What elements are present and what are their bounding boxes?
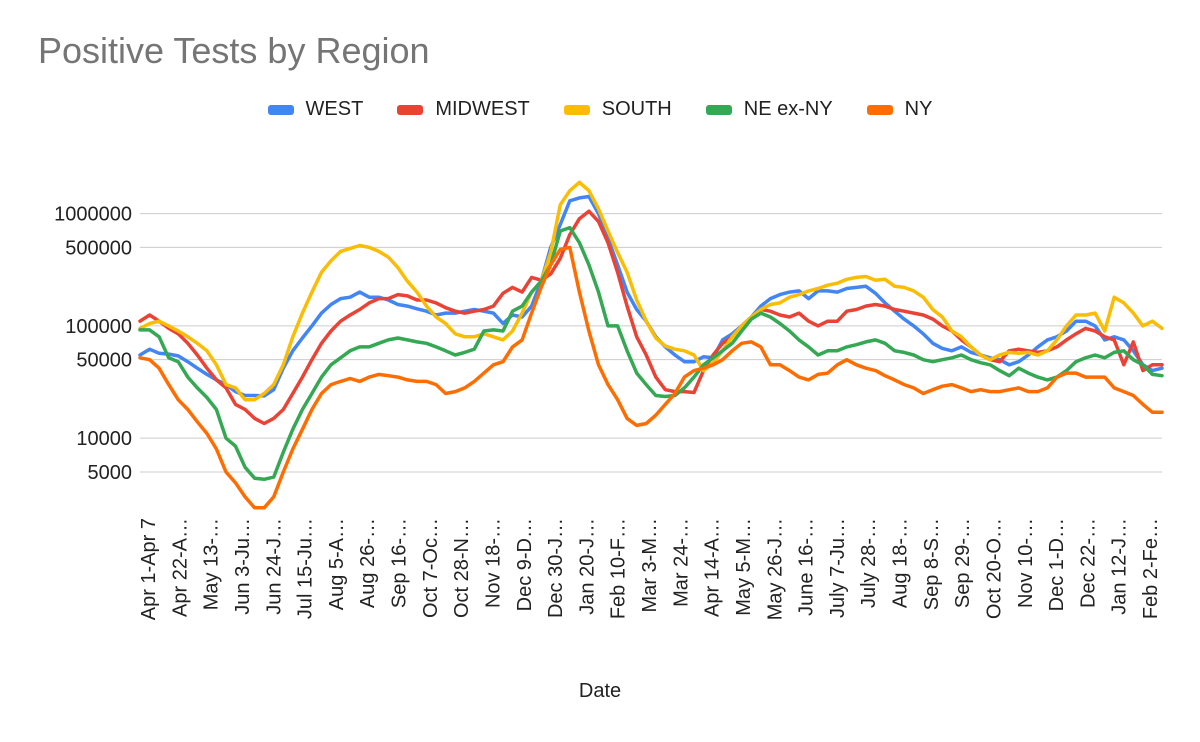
- x-tick-label: Aug 18-…: [890, 518, 912, 608]
- x-tick-label: Apr 14-A…: [702, 518, 724, 617]
- legend-swatch-midwest: [397, 104, 424, 115]
- legend-swatch-ny: [866, 104, 893, 115]
- legend-label-ny: NY: [904, 98, 933, 120]
- x-tick-label: Sep 8-S…: [921, 518, 943, 610]
- x-tick-label: Jan 20-J…: [576, 518, 598, 615]
- x-tick-label: July 28-…: [858, 518, 880, 608]
- x-tick-label: May 13-…: [201, 518, 223, 610]
- legend-label-ne-ex-ny: NE ex-NY: [743, 98, 833, 120]
- y-tick-label-50000: 50000: [76, 350, 132, 372]
- legend-swatch-west: [267, 104, 294, 115]
- legend-item-ne-ex-ny[interactable]: NE ex-NY: [705, 98, 833, 121]
- x-tick-label: Dec 9-D…: [514, 518, 536, 611]
- x-tick-label: May 26-J…: [764, 518, 786, 620]
- x-tick-label: Dec 22-…: [1077, 518, 1099, 608]
- y-tick-label-10000: 10000: [76, 428, 132, 450]
- x-tick-label: Jul 15-Ju…: [295, 518, 317, 619]
- x-tick-label: Mar 3-M…: [639, 518, 661, 612]
- legend-label-south: SOUTH: [601, 98, 672, 120]
- series-line-ne-ex-ny: [138, 225, 1164, 482]
- x-tick-label: Sep 29-…: [952, 518, 974, 608]
- x-axis-title: Date: [578, 680, 622, 702]
- x-tick-label: Aug 5-A…: [326, 518, 348, 610]
- legend-label-midwest: MIDWEST: [435, 98, 530, 120]
- legend-item-ny[interactable]: NY: [866, 98, 933, 121]
- x-tick-label: Nov 18-…: [482, 518, 504, 608]
- x-tick-label: Apr 1-Apr 7: [138, 518, 160, 620]
- legend-item-west[interactable]: WEST: [267, 98, 364, 121]
- series-line-south: [138, 180, 1164, 402]
- x-tick-label: June 16-…: [796, 518, 818, 616]
- legend: WEST MIDWEST SOUTH NE ex-NY NY: [0, 98, 1200, 121]
- y-tick-label-5000: 5000: [88, 462, 133, 484]
- x-tick-label: Feb 2-Fe…: [1140, 518, 1162, 619]
- x-tick-label: Oct 20-O…: [983, 518, 1005, 619]
- x-tick-label: Feb 10-F…: [608, 518, 630, 619]
- x-tick-label: May 5-M…: [733, 518, 755, 616]
- x-tick-label: Nov 10-…: [1015, 518, 1037, 608]
- x-tick-label: Jun 3-Ju…: [232, 518, 254, 615]
- x-tick-label: Apr 22-A…: [169, 518, 191, 617]
- legend-item-midwest[interactable]: MIDWEST: [397, 98, 530, 121]
- x-tick-label: Jun 24-J…: [263, 518, 285, 615]
- legend-label-west: WEST: [305, 98, 364, 120]
- series-line-ny: [138, 245, 1164, 510]
- x-tick-label: Oct 7-Oc…: [420, 518, 442, 618]
- x-tick-label: Oct 28-N…: [451, 518, 473, 618]
- x-tick-label: Sep 16-…: [389, 518, 411, 608]
- chart-title: Positive Tests by Region: [38, 30, 430, 71]
- x-tick-label: Aug 26-…: [357, 518, 379, 608]
- x-tick-label: July 7-Ju…: [827, 518, 849, 618]
- legend-item-south[interactable]: SOUTH: [563, 98, 672, 121]
- x-tick-label: Mar 24-…: [670, 518, 692, 607]
- legend-swatch-south: [563, 104, 590, 115]
- x-tick-label: Dec 1-D…: [1046, 518, 1068, 611]
- x-tick-label: Dec 30-J…: [545, 518, 567, 618]
- y-tick-label-500000: 500000: [65, 237, 132, 259]
- y-tick-label-100000: 100000: [65, 316, 132, 338]
- x-tick-label: Jan 12-J…: [1109, 518, 1131, 615]
- y-tick-label-1000000: 1000000: [54, 204, 132, 226]
- legend-swatch-ne-ex-ny: [705, 104, 732, 115]
